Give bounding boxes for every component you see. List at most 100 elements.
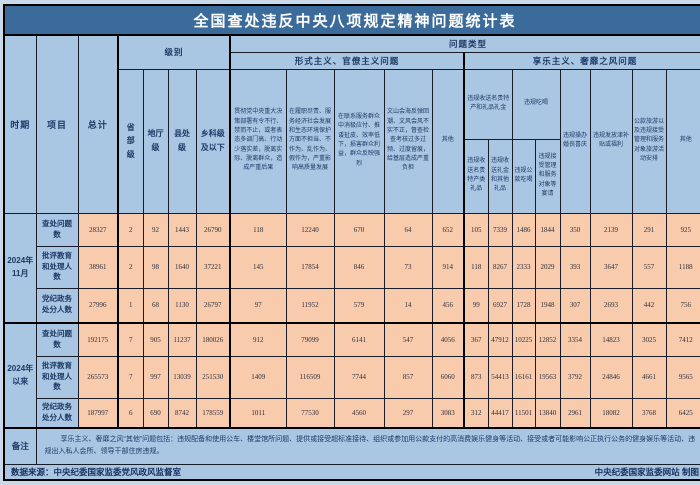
level-value-cell: 1130 [167, 287, 197, 324]
level-value-cell: 6 [117, 397, 144, 429]
item-cell: 查处问题数 [35, 212, 79, 247]
type-value-cell: 1844 [534, 212, 561, 247]
group-header-gifts: 违规收送名贵特产和礼品礼金 [463, 68, 513, 140]
type-value-cell: 13840 [534, 397, 561, 429]
type-value-cell: 393 [559, 245, 591, 289]
level-value-cell: 7 [117, 355, 144, 399]
type-value-cell: 2693 [589, 287, 633, 324]
type-value-cell: 312 [463, 397, 489, 429]
level-value-cell: 98 [142, 245, 169, 289]
type-value-cell: 652 [431, 212, 465, 247]
type-value-cell: 291 [631, 212, 667, 247]
level-value-cell: 178559 [195, 397, 231, 429]
col-header-gifts-specialty: 违规收送名贵特产类礼品 [463, 138, 489, 214]
type-value-cell: 14 [383, 287, 433, 324]
type-value-cell: 442 [631, 287, 667, 324]
type-value-cell: 3792 [559, 355, 591, 399]
type-value-cell: 11501 [511, 397, 536, 429]
col-header-dining-banquets: 违规接受管理和服务对象等宴请 [534, 138, 561, 214]
type-value-cell: 9565 [665, 355, 700, 399]
col-header-formalism-3: 在联系服务群众中消极应付、推诿扯皮、效率低下，损害群众利益，群众反映强烈 [333, 68, 385, 214]
col-header-formalism-other: 其他 [431, 68, 465, 214]
type-value-cell: 2029 [534, 245, 561, 289]
col-header-formalism-2: 在履职尽责、服务经济社会发展和生态环境保护方面不担当、不作为、乱作为、假作为，严… [285, 68, 335, 214]
type-value-cell: 105 [463, 212, 489, 247]
table-body: 2024年11月 查处问题数 28327 2 92 1443 26790 118 12240 67… [3, 212, 700, 429]
type-value-cell: 2961 [559, 397, 591, 429]
remark-text: 享乐主义、奢靡之风“其他”问题包括：违规配备和使用公车、楼堂馆所问题、提供或接受… [35, 427, 700, 465]
type-value-cell: 99 [463, 287, 489, 324]
type-value-cell: 7744 [333, 355, 385, 399]
level-value-cell: 92 [142, 212, 169, 247]
type-value-cell: 7412 [665, 322, 700, 357]
type-value-cell: 912 [229, 322, 287, 357]
group-header-problem-type: 问题类型 [228, 34, 700, 53]
type-value-cell: 8267 [487, 245, 513, 289]
col-header-level-prefecture: 地厅级 [142, 68, 169, 214]
level-value-cell: 690 [142, 397, 169, 429]
level-value-cell: 7 [117, 322, 144, 357]
total-value-cell: 192175 [77, 322, 119, 357]
level-value-cell: 26797 [195, 287, 231, 324]
type-value-cell: 3647 [589, 245, 633, 289]
group-header-dining: 违规吃喝 [511, 68, 561, 140]
item-cell: 批评教育和处理人数 [35, 355, 79, 399]
type-value-cell: 456 [431, 287, 465, 324]
credit-text: 中央纪委国家监委网站 制图 [594, 466, 700, 477]
type-value-cell: 4661 [631, 355, 667, 399]
type-value-cell: 3354 [559, 322, 591, 357]
header-row-1: 时期 项目 总计 级别 问题类型 [3, 34, 700, 214]
type-value-cell: 54413 [487, 355, 513, 399]
total-value-cell: 27996 [77, 287, 119, 324]
table-row: 党纪政务处分人数 27996 1 68 1130 26797 97 11952 579 14 456… [4, 287, 700, 324]
level-value-cell: 251530 [195, 355, 231, 399]
type-value-cell: 925 [665, 212, 700, 247]
type-value-cell: 116509 [285, 355, 335, 399]
type-value-cell: 16161 [511, 355, 536, 399]
source-row: 数据来源：中央纪委国家监委党风政风监督室 中央纪委国家监委网站 制图 [3, 463, 700, 480]
type-value-cell: 873 [463, 355, 489, 399]
type-value-cell: 1486 [511, 212, 536, 247]
level-value-cell: 1640 [167, 245, 197, 289]
type-value-cell: 11952 [285, 287, 335, 324]
level-value-cell: 1 [117, 287, 144, 324]
type-value-cell: 12240 [285, 212, 335, 247]
col-header-hedonism-other: 其他 [665, 68, 700, 214]
type-value-cell: 756 [665, 287, 700, 324]
type-value-cell: 1728 [511, 287, 536, 324]
page-title: 全国查处违反中央八项规定精神问题统计表 [3, 4, 700, 36]
type-value-cell: 18082 [589, 397, 633, 429]
col-header-wedding-funeral: 违规操办婚丧喜庆 [559, 68, 591, 214]
type-value-cell: 145 [229, 245, 287, 289]
level-value-cell: 8742 [167, 397, 197, 429]
type-value-cell: 14823 [589, 322, 633, 357]
type-value-cell: 367 [463, 322, 489, 357]
type-value-cell: 64 [383, 212, 433, 247]
type-value-cell: 77530 [285, 397, 335, 429]
type-value-cell: 914 [431, 245, 465, 289]
col-header-total: 总计 [77, 34, 119, 214]
col-header-allowances: 违规发放津补贴或福利 [589, 68, 633, 214]
level-value-cell: 13039 [167, 355, 197, 399]
type-value-cell: 24846 [589, 355, 633, 399]
type-value-cell: 12852 [534, 322, 561, 357]
type-value-cell: 857 [383, 355, 433, 399]
total-value-cell: 38961 [77, 245, 119, 289]
type-value-cell: 79099 [285, 322, 335, 357]
type-value-cell: 350 [559, 212, 591, 247]
type-value-cell: 1409 [229, 355, 287, 399]
table-row: 2024年以来 查处问题数 192175 7 905 11237 180026 912 7909… [3, 322, 700, 429]
total-value-cell: 28327 [77, 212, 119, 247]
header-row-2: 形式主义、官僚主义问题 享乐主义、奢靡之风问题 [4, 51, 700, 70]
type-value-cell: 1948 [534, 287, 561, 324]
col-header-dining-public-funds: 违规公款吃喝 [511, 138, 536, 214]
title-row: 全国查处违反中央八项规定精神问题统计表 [3, 4, 700, 36]
table-row: 2024年11月 查处问题数 28327 2 92 1443 26790 118 12240 67… [3, 212, 700, 324]
type-value-cell: 7339 [487, 212, 513, 247]
source-bar: 数据来源：中央纪委国家监委党风政风监督室 中央纪委国家监委网站 制图 [5, 465, 700, 479]
remark-row: 备注 享乐主义、奢靡之风“其他”问题包括：违规配备和使用公车、楼堂馆所问题、提供… [3, 427, 700, 465]
source-cell: 数据来源：中央纪委国家监委党风政风监督室 中央纪委国家监委网站 制图 [3, 463, 700, 480]
type-value-cell: 2333 [511, 245, 536, 289]
type-value-cell: 97 [229, 287, 287, 324]
group-header-hedonism: 享乐主义、奢靡之风问题 [462, 51, 700, 70]
